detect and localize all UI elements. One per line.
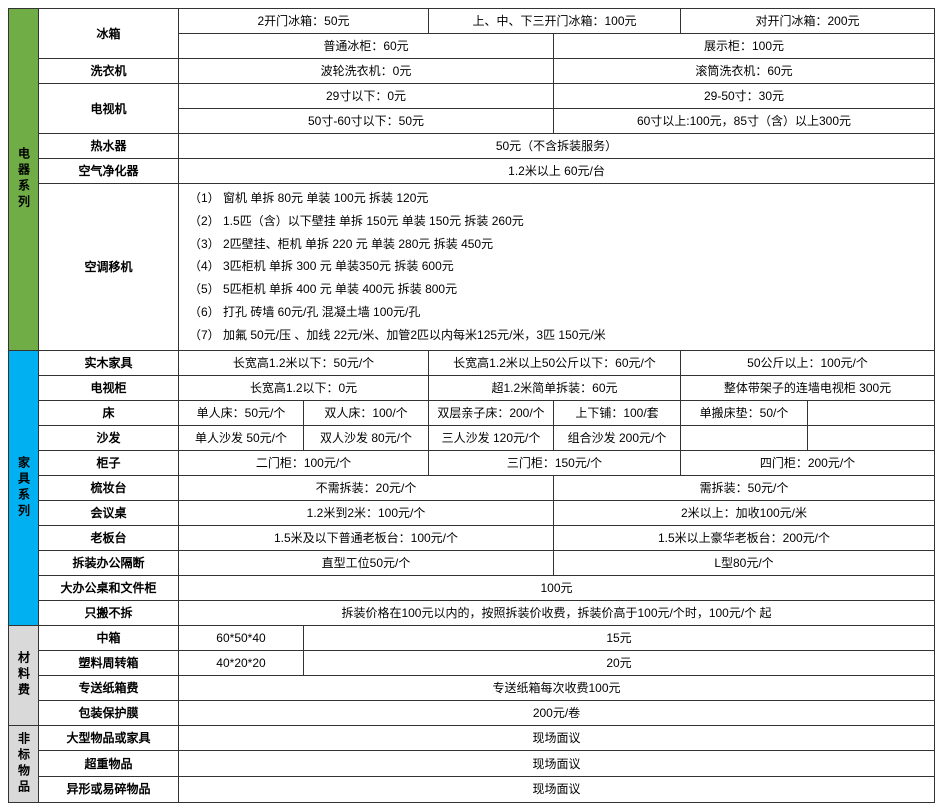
ac-l4: （4） 3匹柜机 单拆 300 元 单装350元 拆装 600元: [189, 255, 930, 278]
bed-c4: 上下铺：100/套: [554, 400, 681, 425]
partition-c2: L型80元/个: [554, 550, 935, 575]
bed-c6: [808, 400, 935, 425]
fridge-r1c1: 2开门冰箱：50元: [179, 9, 429, 34]
dresser-c1: 不需拆装：20元/个: [179, 475, 554, 500]
tv-r2c2: 60寸以上:100元，85寸（含）以上300元: [554, 109, 935, 134]
cat-washer: 洗衣机: [39, 59, 179, 84]
ac-l3: （3） 2匹壁挂、柜机 单拆 220 元 单装 280元 拆装 450元: [189, 233, 930, 256]
wrap-val: 200元/卷: [179, 700, 935, 725]
bed-c2: 双人床：100/个: [304, 400, 429, 425]
bed-c1: 单人床：50元/个: [179, 400, 304, 425]
washer-c1: 波轮洗衣机：0元: [179, 59, 554, 84]
heavy-val: 现场面议: [179, 751, 935, 777]
plastic-size: 40*20*20: [179, 650, 304, 675]
fridge-r1c2: 上、中、下三开门冰箱：100元: [429, 9, 681, 34]
large-val: 现场面议: [179, 725, 935, 751]
cat-tv: 电视机: [39, 84, 179, 134]
cat-bed: 床: [39, 400, 179, 425]
bed-c5: 单搬床垫：50/个: [681, 400, 808, 425]
cat-sofa: 沙发: [39, 425, 179, 450]
ac-l1: （1） 窗机 单拆 80元 单装 100元 拆装 120元: [189, 187, 930, 210]
sofa-c5: [681, 425, 808, 450]
sofa-c6: [808, 425, 935, 450]
section-material: 材料费: [9, 625, 39, 725]
ac-l7: （7） 加氟 50元/压 、加线 22元/米、加管2匹以内每米125元/米，3匹…: [189, 324, 930, 347]
boss-c1: 1.5米及以下普通老板台：100元/个: [179, 525, 554, 550]
cat-heater: 热水器: [39, 134, 179, 159]
tvcab-c1: 长宽高1.2以下：0元: [179, 375, 429, 400]
solid-c2: 长宽高1.2米以上50公斤以下：60元/个: [429, 350, 681, 375]
ac-l5: （5） 5匹柜机 单拆 400 元 单装 400元 拆装 800元: [189, 278, 930, 301]
cat-delivery: 专送纸箱费: [39, 675, 179, 700]
washer-c2: 滚筒洗衣机：60元: [554, 59, 935, 84]
cat-fridge: 冰箱: [39, 9, 179, 59]
tv-r1c2: 29-50寸：30元: [554, 84, 935, 109]
cat-large: 大型物品或家具: [39, 725, 179, 751]
section-furniture: 家具系列: [9, 350, 39, 625]
cabinet-c3: 四门柜：200元/个: [681, 450, 935, 475]
price-table: 电器系列 冰箱 2开门冰箱：50元 上、中、下三开门冰箱：100元 对开门冰箱：…: [8, 8, 935, 803]
cat-ac: 空调移机: [39, 184, 179, 351]
plastic-price: 20元: [304, 650, 935, 675]
cabinet-c1: 二门柜：100元/个: [179, 450, 429, 475]
tvcab-c2: 超1.2米简单拆装：60元: [429, 375, 681, 400]
sofa-c2: 双人沙发 80元/个: [304, 425, 429, 450]
cat-heavy: 超重物品: [39, 751, 179, 777]
tv-r1c1: 29寸以下：0元: [179, 84, 554, 109]
moveonly-val: 拆装价格在100元以内的，按照拆装价收费，拆装价高于100元/个时，100元/个…: [179, 600, 935, 625]
meeting-c2: 2米以上：加收100元/米: [554, 500, 935, 525]
cat-solid: 实木家具: [39, 350, 179, 375]
fragile-val: 现场面议: [179, 776, 935, 802]
fridge-r1c3: 对开门冰箱：200元: [681, 9, 935, 34]
cat-cabinet: 柜子: [39, 450, 179, 475]
cat-bigdesk: 大办公桌和文件柜: [39, 575, 179, 600]
meeting-c1: 1.2米到2米：100元/个: [179, 500, 554, 525]
cat-boss: 老板台: [39, 525, 179, 550]
bed-c3: 双层亲子床：200/个: [429, 400, 554, 425]
cat-moveonly: 只搬不拆: [39, 600, 179, 625]
fridge-r2c1: 普通冰柜：60元: [179, 34, 554, 59]
sofa-c3: 三人沙发 120元/个: [429, 425, 554, 450]
cat-midbox: 中箱: [39, 625, 179, 650]
cat-wrap: 包装保护膜: [39, 700, 179, 725]
cat-purifier: 空气净化器: [39, 159, 179, 184]
ac-l6: （6） 打孔 砖墙 60元/孔 混凝土墙 100元/孔: [189, 301, 930, 324]
cat-fragile: 异形或易碎物品: [39, 776, 179, 802]
sofa-c1: 单人沙发 50元/个: [179, 425, 304, 450]
ac-details: （1） 窗机 单拆 80元 单装 100元 拆装 120元 （2） 1.5匹（含…: [179, 184, 935, 351]
bigdesk-val: 100元: [179, 575, 935, 600]
cabinet-c2: 三门柜：150元/个: [429, 450, 681, 475]
cat-meeting: 会议桌: [39, 500, 179, 525]
solid-c1: 长宽高1.2米以下：50元/个: [179, 350, 429, 375]
midbox-size: 60*50*40: [179, 625, 304, 650]
partition-c1: 直型工位50元/个: [179, 550, 554, 575]
dresser-c2: 需拆装：50元/个: [554, 475, 935, 500]
cat-dresser: 梳妆台: [39, 475, 179, 500]
fridge-r2c2: 展示柜：100元: [554, 34, 935, 59]
tv-r2c1: 50寸-60寸以下：50元: [179, 109, 554, 134]
midbox-price: 15元: [304, 625, 935, 650]
boss-c2: 1.5米以上豪华老板台：200元/个: [554, 525, 935, 550]
cat-plastic: 塑料周转箱: [39, 650, 179, 675]
delivery-val: 专送纸箱每次收费100元: [179, 675, 935, 700]
purifier-val: 1.2米以上 60元/台: [179, 159, 935, 184]
sofa-c4: 组合沙发 200元/个: [554, 425, 681, 450]
cat-tvcab: 电视柜: [39, 375, 179, 400]
section-appliance: 电器系列: [9, 9, 39, 351]
cat-partition: 拆装办公隔断: [39, 550, 179, 575]
ac-l2: （2） 1.5匹（含）以下壁挂 单拆 150元 单装 150元 拆装 260元: [189, 210, 930, 233]
solid-c3: 50公斤以上：100元/个: [681, 350, 935, 375]
section-nonstandard: 非标物品: [9, 725, 39, 802]
tvcab-c3: 整体带架子的连墙电视柜 300元: [681, 375, 935, 400]
heater-val: 50元（不含拆装服务）: [179, 134, 935, 159]
